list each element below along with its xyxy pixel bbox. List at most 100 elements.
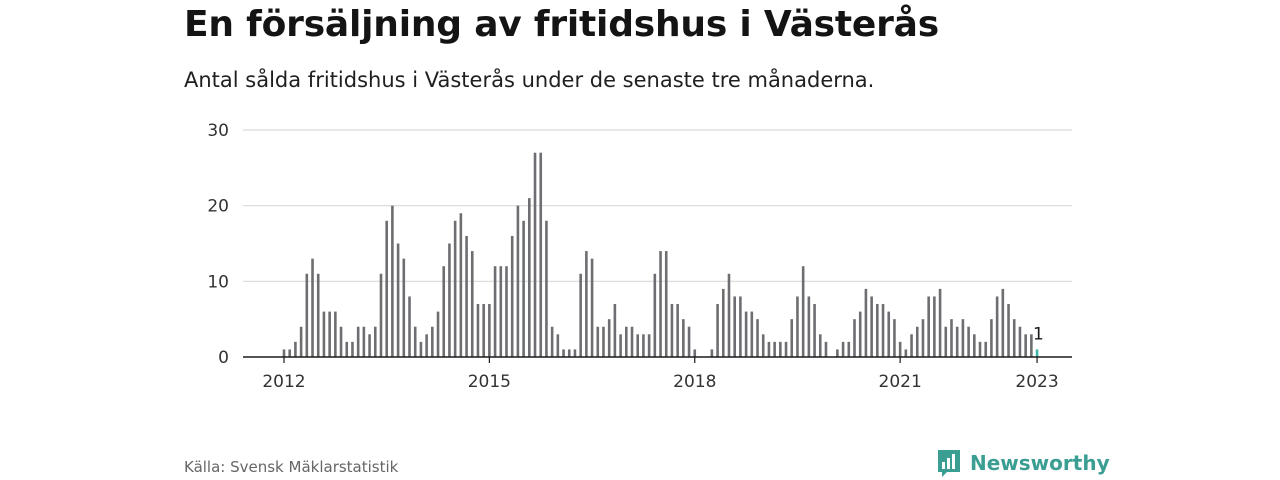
bar [653, 273, 657, 357]
x-tick-label: 2021 [879, 372, 922, 392]
newsworthy-logo-icon [938, 450, 960, 477]
bar [339, 326, 343, 357]
bar [813, 304, 816, 357]
bar [413, 326, 417, 357]
bar [425, 334, 428, 357]
bar [316, 273, 320, 357]
gridlines [243, 129, 1072, 282]
bar [693, 349, 697, 357]
bar [836, 349, 839, 357]
bar [750, 311, 754, 357]
bar [368, 334, 371, 357]
bar [938, 288, 942, 357]
bar [385, 220, 388, 357]
bar [853, 319, 856, 357]
bar [790, 319, 794, 357]
bar [961, 319, 965, 357]
bar [824, 341, 828, 357]
bar-chart: 0 10 20 30 2012 2015 2018 2021 2023 1 [207, 121, 1072, 392]
bar [470, 251, 474, 357]
bar [955, 326, 959, 357]
bar [687, 326, 691, 357]
bar [710, 349, 714, 357]
bar [607, 319, 611, 357]
bar [1018, 326, 1022, 357]
bar [847, 341, 851, 357]
bar [476, 304, 480, 357]
bar [898, 341, 902, 357]
page-title: En försäljning av fritidshus i Västerås [184, 4, 940, 45]
bar [305, 273, 309, 357]
bar [676, 304, 679, 357]
bar [659, 251, 662, 357]
bar [505, 266, 508, 357]
bar [967, 326, 970, 357]
bar [322, 311, 326, 357]
bar [636, 334, 640, 357]
bar [585, 251, 588, 357]
bar [288, 349, 291, 357]
y-tick-label: 0 [218, 348, 229, 368]
bar-latest [1035, 349, 1039, 357]
bar [864, 288, 868, 357]
bar [767, 341, 771, 357]
bar [973, 334, 976, 357]
brand-name: Newsworthy [970, 451, 1110, 475]
bar [613, 304, 617, 357]
x-tick-label: 2012 [262, 372, 305, 392]
bar [602, 326, 605, 357]
bar [733, 296, 736, 357]
bar [642, 334, 645, 357]
bar [887, 311, 891, 357]
bar [682, 319, 685, 357]
bar [807, 296, 811, 357]
bar [402, 258, 406, 357]
x-axis-ticks: 2012 2015 2018 2021 2023 [262, 357, 1059, 392]
last-value-label: 1 [1033, 324, 1044, 344]
x-tick-label: 2018 [673, 372, 716, 392]
bar [436, 311, 440, 357]
page-subtitle: Antal sålda fritidshus i Västerås under … [184, 68, 875, 92]
bar [978, 341, 982, 357]
bar [396, 243, 400, 357]
bar [910, 334, 913, 357]
bar [442, 266, 446, 357]
bar [670, 304, 674, 357]
bar [1024, 334, 1027, 357]
bar [739, 296, 742, 357]
y-tick-label: 20 [207, 197, 229, 217]
bar [579, 273, 582, 357]
y-axis-ticks: 0 10 20 30 [207, 121, 229, 368]
bar [573, 349, 577, 357]
bar [465, 235, 468, 357]
bar [727, 273, 731, 357]
bar [328, 311, 331, 357]
bar [984, 341, 988, 357]
bar [721, 288, 725, 357]
bar [282, 349, 286, 357]
bar [1007, 304, 1010, 357]
bar [488, 304, 491, 357]
bar [459, 213, 463, 357]
bar [784, 341, 788, 357]
bar [379, 273, 383, 357]
bar [453, 220, 457, 357]
bar [294, 341, 297, 357]
bar [356, 326, 360, 357]
bar [493, 266, 497, 357]
bar [556, 334, 560, 357]
bar [858, 311, 862, 357]
bar [630, 326, 634, 357]
bar [562, 349, 565, 357]
bar [373, 326, 377, 357]
bar [773, 341, 776, 357]
bar [351, 341, 354, 357]
brand-logo[interactable]: Newsworthy [936, 448, 1110, 478]
bar [299, 326, 303, 357]
bar [647, 334, 651, 357]
bar [362, 326, 366, 357]
x-tick-label: 2023 [1015, 372, 1058, 392]
source-note: Källa: Svensk Mäklarstatistik [184, 458, 399, 476]
bar [1030, 334, 1033, 357]
bar [408, 296, 411, 357]
